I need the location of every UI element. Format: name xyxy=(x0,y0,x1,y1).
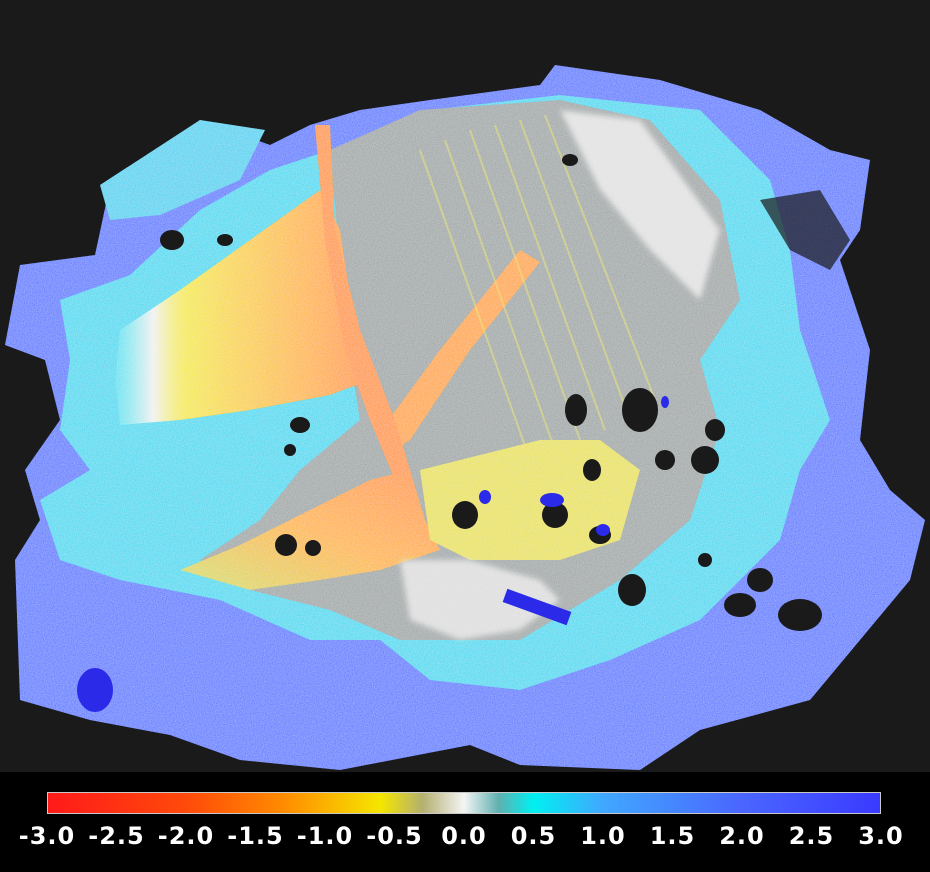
colorbar-tick-label: 0.5 xyxy=(510,822,557,850)
colorbar-tick-label: 2.0 xyxy=(719,822,765,850)
colorbar-tick-label: 1.0 xyxy=(580,822,626,850)
upper-left-lobe xyxy=(100,120,265,220)
elevation-difference-map xyxy=(5,65,925,770)
colorbar-tick-label: -1.5 xyxy=(227,822,284,850)
data-gaps xyxy=(160,154,822,631)
vertical-ridge xyxy=(315,125,410,480)
colorbar-tick-label: -3.0 xyxy=(18,822,76,850)
colorbar-tick-label: 1.5 xyxy=(649,822,696,850)
colorbar-legend: -3.0 -2.5 -2.0 -1.5 -1.0 -0.5 0.0 0.5 1.0 1.5 2.0 2… xyxy=(0,772,930,872)
map-canvas xyxy=(5,65,925,770)
colorbar-ticks: -3.0 -2.5 -2.0 -1.5 -1.0 -0.5 0.0 0.5 1.0 1.5 2.0 2… xyxy=(0,822,930,858)
colorbar-tick-label: -2.5 xyxy=(88,822,145,850)
colorbar-tick-label: 3.0 xyxy=(858,822,904,850)
lower-white-region xyxy=(400,560,560,640)
colorbar-tick-label: -2.0 xyxy=(157,822,215,850)
colorbar-tick-label: -1.0 xyxy=(296,822,354,850)
colorbar-tick-label: -0.5 xyxy=(366,822,423,850)
lower-fan-region xyxy=(180,470,440,590)
colorbar-tick-label: 2.5 xyxy=(788,822,835,850)
left-wing-region xyxy=(115,190,370,425)
right-edge-gap xyxy=(760,190,850,270)
deep-blue-patches xyxy=(77,396,669,712)
colorbar xyxy=(47,792,881,814)
colorbar-tick-label: 0.0 xyxy=(441,822,487,850)
white-streak xyxy=(560,110,720,300)
stripe-pattern xyxy=(419,114,656,461)
